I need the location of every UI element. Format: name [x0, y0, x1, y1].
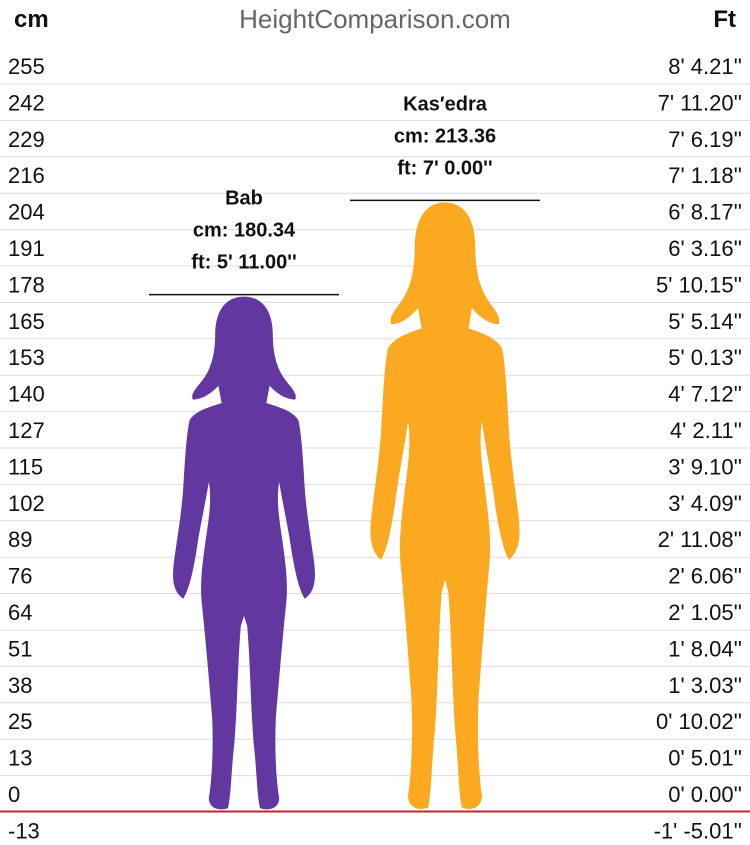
ft-tick-label: 2' 11.08''	[658, 527, 742, 552]
cm-tick-label: 140	[8, 382, 45, 407]
person-silhouette	[370, 202, 520, 809]
cm-tick-label: 102	[8, 491, 45, 516]
cm-tick-label: 216	[8, 163, 45, 188]
ft-axis-ticks: 8' 4.21'' 7' 11.20'' 7' 6.19'' 7' 1.18'' 6' …	[654, 54, 742, 843]
cm-tick-label: 38	[8, 673, 32, 698]
cm-tick-label: 229	[8, 127, 45, 152]
ft-tick-label: 5' 10.15''	[656, 272, 742, 297]
ft-axis-header: Ft	[713, 6, 736, 33]
ft-tick-label: 6' 3.16''	[668, 236, 742, 261]
grid-lines	[0, 83, 750, 813]
ft-tick-label: 0' 5.01''	[668, 746, 742, 771]
ft-tick-label: 5' 5.14''	[668, 309, 742, 334]
cm-tick-label: 51	[8, 636, 32, 661]
cm-tick-label: 255	[8, 54, 45, 79]
cm-tick-label: 242	[8, 90, 45, 115]
cm-tick-label: 153	[8, 345, 45, 370]
ft-tick-label: 4' 2.11''	[670, 418, 742, 443]
ft-tick-label: 0' 0.00''	[668, 782, 742, 807]
person-name-label: Kas′edra	[403, 93, 488, 115]
ft-tick-label: 7' 1.18''	[668, 163, 742, 188]
cm-tick-label: 165	[8, 309, 45, 334]
ft-tick-label: 3' 9.10''	[668, 454, 742, 479]
cm-tick-label: 89	[8, 527, 32, 552]
cm-tick-label: 25	[8, 709, 32, 734]
ft-tick-label: 1' 3.03''	[668, 673, 742, 698]
cm-tick-label: 191	[8, 236, 45, 261]
cm-tick-label: 64	[8, 600, 32, 625]
cm-tick-label: 127	[8, 418, 45, 443]
cm-tick-label: 204	[8, 200, 45, 225]
height-cm-label: cm: 180.34	[193, 220, 296, 242]
ft-tick-label: 7' 6.19''	[668, 127, 742, 152]
ft-tick-label: 8' 4.21''	[668, 54, 742, 79]
ft-tick-label: 3' 4.09''	[668, 491, 742, 516]
height-ft-label: ft: 5' 11.00''	[191, 252, 296, 274]
ft-tick-label: 1' 8.04''	[668, 636, 742, 661]
cm-tick-label: 76	[8, 564, 32, 589]
ft-tick-label: -1' -5.01''	[654, 818, 742, 843]
person-silhouette	[173, 296, 315, 810]
cm-tick-label: 178	[8, 272, 45, 297]
cm-tick-label: 13	[8, 746, 32, 771]
figure-labels: Bab cm: 180.34 ft: 5' 11.00'' Kas′edra cm: 2…	[149, 93, 540, 296]
cm-tick-label: 115	[8, 454, 43, 479]
ft-tick-label: 7' 11.20''	[658, 90, 742, 115]
ft-tick-label: 6' 8.17''	[668, 200, 742, 225]
cm-tick-label: 0	[8, 782, 20, 807]
ft-tick-label: 4' 7.12''	[668, 382, 742, 407]
height-cm-label: cm: 213.36	[394, 125, 496, 147]
cm-axis-header: cm	[14, 6, 49, 33]
ft-tick-label: 2' 1.05''	[668, 600, 742, 625]
height-ft-label: ft: 7' 0.00''	[397, 157, 492, 179]
cm-axis-ticks: 255 242 229 216 204 191 178 165 153 140 127 115 102 8…	[8, 54, 45, 843]
silhouettes	[173, 202, 520, 810]
ft-tick-label: 0' 10.02''	[656, 709, 742, 734]
ft-tick-label: 2' 6.06''	[668, 564, 742, 589]
ft-tick-label: 5' 0.13''	[668, 345, 742, 370]
cm-tick-label: -13	[8, 818, 40, 843]
person-name-label: Bab	[225, 188, 263, 210]
site-title: HeightComparison.com	[239, 4, 511, 34]
